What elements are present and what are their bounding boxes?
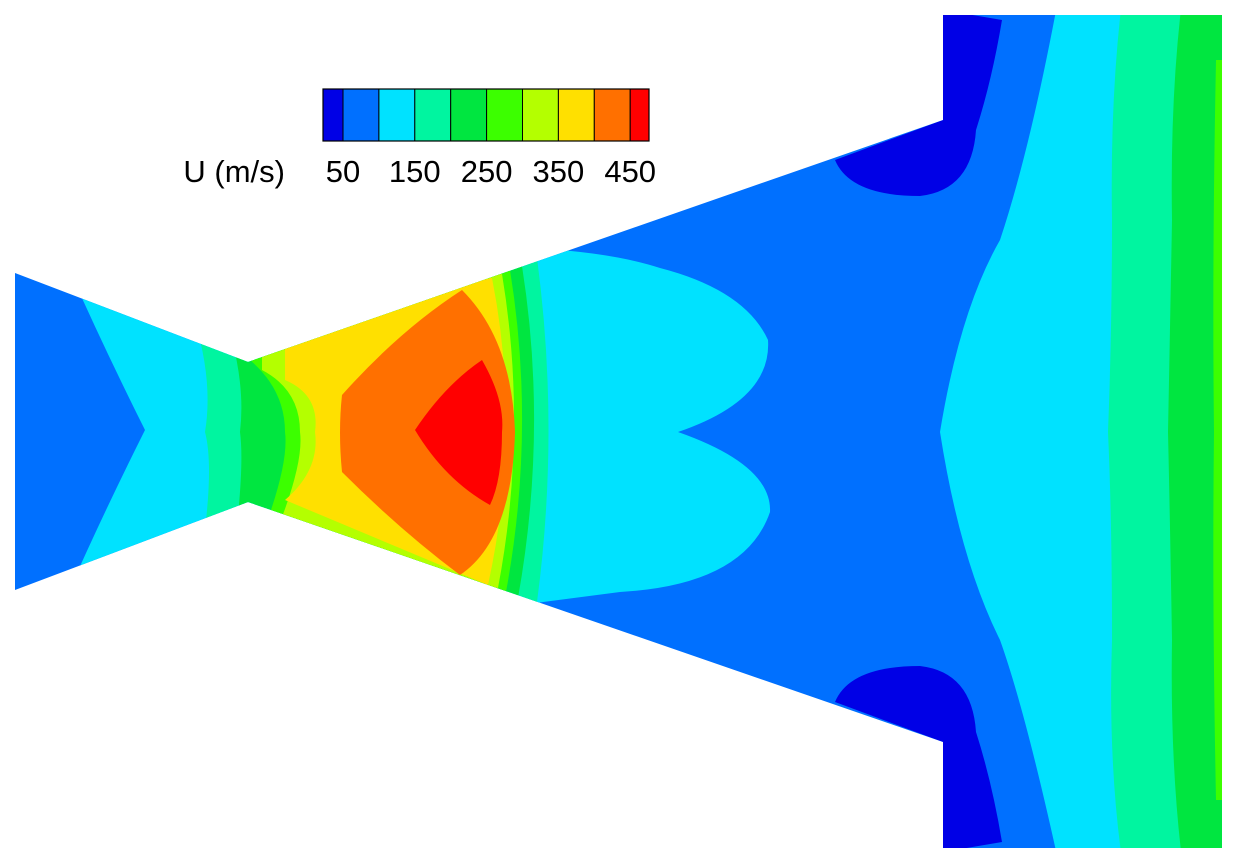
colorbar-frame [322, 88, 650, 142]
colorbar-segment [629, 88, 650, 142]
contour-band [1213, 60, 1222, 800]
colorbar-segment [557, 88, 595, 142]
colorbar-segment [414, 88, 452, 142]
colorbar-segment [378, 88, 416, 142]
contour-band [415, 360, 503, 505]
colorbar-segment [322, 88, 344, 142]
contour-band [1168, 15, 1222, 848]
colorbar-tick-label: 150 [389, 154, 441, 189]
colorbar-segment [486, 88, 524, 142]
colorbar-label: U (m/s) [183, 154, 285, 189]
colorbar: 50 150 250 350 450 [322, 88, 656, 189]
contour-band [835, 666, 1002, 848]
contour-band [835, 15, 1002, 196]
colorbar-tick-label: 450 [604, 154, 656, 189]
colorbar-tick-label: 50 [326, 154, 360, 189]
colorbar-segment [342, 88, 380, 142]
colorbar-segment [522, 88, 559, 142]
colorbar-tick-label: 250 [461, 154, 513, 189]
colorbar-segment [593, 88, 631, 142]
colorbar-tick-label: 350 [533, 154, 585, 189]
colorbar-segment [450, 88, 488, 142]
